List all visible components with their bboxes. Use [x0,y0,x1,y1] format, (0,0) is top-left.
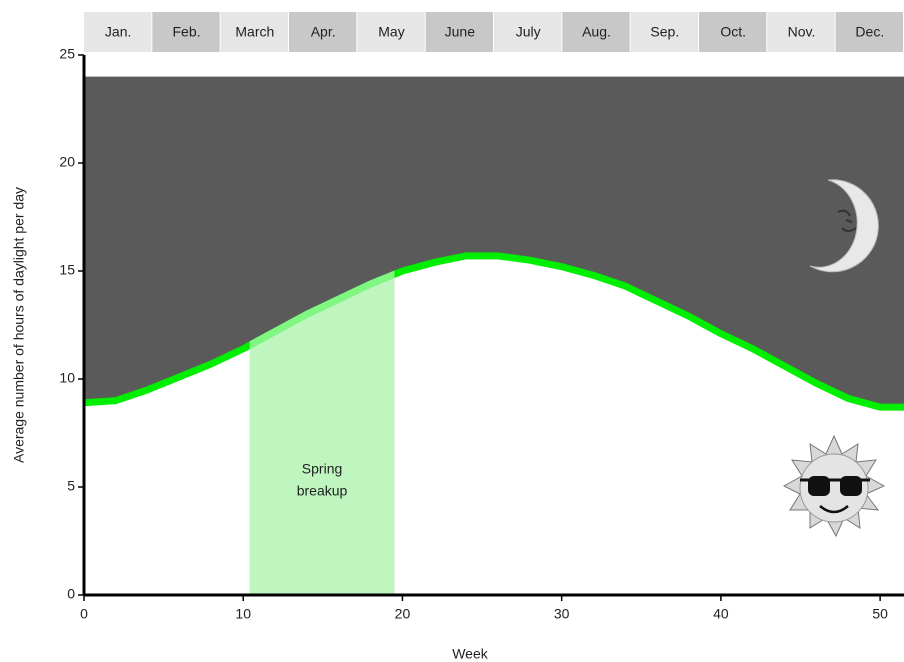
month-label: Aug. [582,24,611,40]
x-tick-label: 10 [235,606,251,622]
x-axis-label: Week [452,646,489,662]
y-tick-label: 20 [59,154,75,170]
sun-icon [784,436,884,536]
month-label: Oct. [720,24,746,40]
spring-breakup-label: breakup [297,483,348,499]
y-axis-label: Average number of hours of daylight per … [11,187,27,463]
y-tick-label: 10 [59,370,75,386]
month-label: Sep. [650,24,679,40]
month-label: Nov. [788,24,816,40]
y-tick-label: 15 [59,262,75,278]
page: {"chart_data": {"type": "area", "x_label… [0,0,904,662]
month-label: May [378,24,404,40]
spring-breakup-label: Spring [302,461,342,477]
chart: Jan. Feb. March Apr. May June July Aug. Sep. Oct.… [0,0,904,662]
night-area [84,77,904,407]
y-tick-label: 0 [67,586,75,602]
month-label: Feb. [172,24,200,40]
x-tick-label: 30 [554,606,570,622]
x-tick-label: 40 [713,606,729,622]
plot-layer: Jan. Feb. March Apr. May June July Aug. Sep. Oct.… [59,12,904,622]
y-tick-label: 5 [67,478,75,494]
x-tick-label: 20 [395,606,411,622]
month-label: Jan. [105,24,131,40]
month-label: June [445,24,476,40]
x-tick-label: 0 [80,606,88,622]
month-label: March [235,24,274,40]
x-tick-label: 50 [872,606,888,622]
month-label: Apr. [311,24,336,40]
month-label: July [516,24,541,40]
y-tick-label: 25 [59,46,75,62]
month-label: Dec. [855,24,884,40]
